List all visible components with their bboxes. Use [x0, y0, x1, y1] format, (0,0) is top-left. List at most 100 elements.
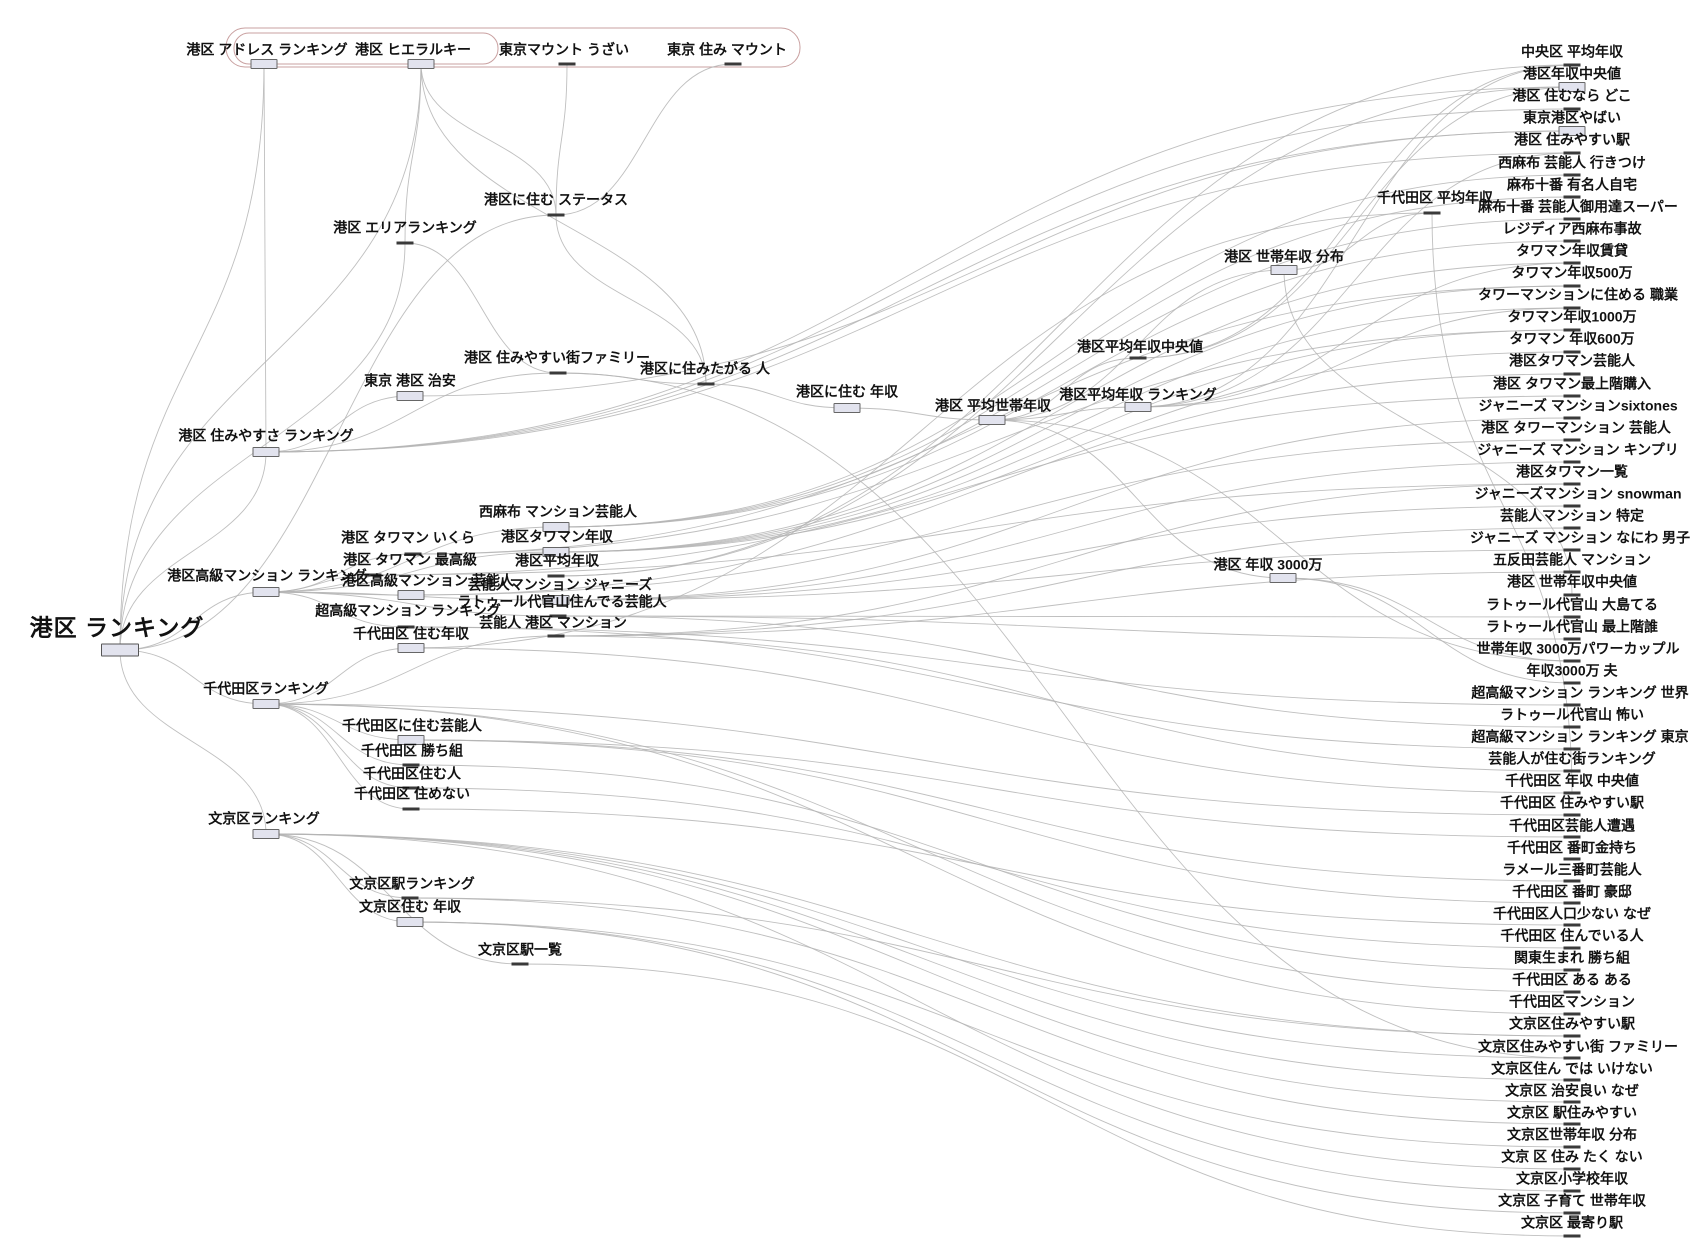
node-r13-marker[interactable]: [1563, 328, 1581, 332]
node-r3-label[interactable]: 港区 住むなら どこ: [1512, 87, 1632, 104]
node-r9-marker[interactable]: [1563, 239, 1581, 243]
node-r43-marker[interactable]: [1563, 990, 1581, 994]
node-r44-label[interactable]: 千代田区マンション: [1509, 993, 1635, 1010]
node-r15-label[interactable]: 港区タワマン芸能人: [1509, 352, 1635, 369]
node-r12-marker[interactable]: [1563, 306, 1581, 310]
node-r16-label[interactable]: 港区 タワマン最上階購入: [1493, 374, 1651, 391]
node-r45-label[interactable]: 文京区住みやすい駅: [1509, 1015, 1635, 1032]
node-r52-marker[interactable]: [1563, 1189, 1581, 1193]
node-r52-label[interactable]: 文京区小学校年収: [1516, 1170, 1628, 1187]
node-mount_uzai-label[interactable]: 東京マウント うざい: [499, 41, 629, 58]
node-r20-marker[interactable]: [1563, 482, 1581, 486]
node-kokyu_geinou-label[interactable]: 港区高級マンション 芸能人: [342, 572, 514, 589]
node-setai_bunpu-marker[interactable]: [1270, 265, 1298, 275]
node-r15-marker[interactable]: [1563, 372, 1581, 376]
node-r4-marker[interactable]: [1558, 126, 1586, 136]
node-r45-marker[interactable]: [1563, 1034, 1581, 1038]
node-r42-marker[interactable]: [1563, 968, 1581, 972]
node-r26-label[interactable]: ラトゥール代官山 大島てる: [1486, 595, 1658, 612]
node-r18-marker[interactable]: [1563, 438, 1581, 442]
node-sumu_nenshu-label[interactable]: 港区に住む 年収: [796, 383, 898, 400]
node-r48-marker[interactable]: [1563, 1100, 1581, 1104]
node-r5-label[interactable]: 港区 住みやすい駅: [1514, 131, 1630, 148]
node-heikin_rank-marker[interactable]: [1124, 402, 1152, 412]
node-heikin_nenshu-marker[interactable]: [547, 574, 565, 578]
node-chiyoda_heikin-marker[interactable]: [1423, 211, 1441, 215]
node-nenshu3000-label[interactable]: 港区 年収 3000万: [1213, 556, 1323, 573]
node-r41-marker[interactable]: [1563, 946, 1581, 950]
node-r19-label[interactable]: ジャニーズ マンション キンプリ: [1477, 441, 1679, 458]
node-r18-label[interactable]: 港区 タワーマンション 芸能人: [1481, 418, 1671, 435]
node-chiyoda_geinou-marker[interactable]: [397, 735, 425, 745]
node-r17-label[interactable]: ジャニーズ マンションsixtones: [1478, 396, 1678, 413]
node-r21-label[interactable]: ジャニーズマンション snowman: [1474, 485, 1682, 502]
node-bunkyo_rank-marker[interactable]: [252, 829, 280, 839]
node-r23-label[interactable]: ジャニーズ マンション なにわ 男子: [1469, 529, 1691, 546]
node-status-label[interactable]: 港区に住む ステータス: [484, 191, 628, 208]
node-r6-marker[interactable]: [1563, 173, 1581, 177]
node-r9-label[interactable]: レジディア西麻布事故: [1502, 220, 1642, 237]
node-r50-label[interactable]: 文京区世帯年収 分布: [1507, 1126, 1637, 1143]
node-heikin_rank-label[interactable]: 港区平均年収 ランキング: [1059, 386, 1217, 403]
node-r26-marker[interactable]: [1563, 615, 1581, 619]
node-family-marker[interactable]: [549, 371, 567, 375]
node-r2-marker[interactable]: [1558, 82, 1586, 92]
node-setai_bunpu-label[interactable]: 港区 世帯年収 分布: [1224, 248, 1344, 265]
node-johnnys-label[interactable]: 芸能人マンション ジャニーズ: [467, 576, 653, 593]
node-r47-label[interactable]: 文京区住ん では いけない: [1491, 1059, 1653, 1076]
node-r46-label[interactable]: 文京区住みやすい街 ファミリー: [1478, 1037, 1678, 1054]
node-root-marker[interactable]: [101, 643, 139, 657]
node-sumiyasusa-marker[interactable]: [252, 447, 280, 457]
node-r5-marker[interactable]: [1563, 151, 1581, 155]
node-r39-label[interactable]: 千代田区 番町 豪邸: [1512, 883, 1632, 900]
node-r29-marker[interactable]: [1563, 681, 1581, 685]
node-r37-marker[interactable]: [1563, 857, 1581, 861]
node-r20-label[interactable]: 港区タワマン一覧: [1516, 463, 1628, 480]
node-r27-marker[interactable]: [1563, 637, 1581, 641]
node-kokyu_rank-label[interactable]: 港区高級マンション ランキング: [167, 567, 367, 584]
node-r38-marker[interactable]: [1563, 879, 1581, 883]
node-r33-label[interactable]: 芸能人が住む街ランキング: [1488, 750, 1656, 767]
node-sumitagaru-marker[interactable]: [697, 382, 715, 386]
node-r33-marker[interactable]: [1563, 769, 1581, 773]
node-r39-marker[interactable]: [1563, 901, 1581, 905]
node-tawa_ikura-marker[interactable]: [404, 552, 422, 556]
node-kokyu_geinou-marker[interactable]: [397, 590, 425, 600]
node-geinou_minato-marker[interactable]: [547, 634, 565, 638]
node-r13-label[interactable]: タワマン年収1000万: [1507, 308, 1637, 325]
node-sumuhito-label[interactable]: 千代田区住む人: [363, 765, 461, 782]
node-kachigumi-label[interactable]: 千代田区 勝ち組: [361, 742, 463, 759]
node-r49-marker[interactable]: [1563, 1122, 1581, 1126]
node-addr-marker[interactable]: [250, 59, 278, 69]
node-heikin_setai-marker[interactable]: [978, 415, 1006, 425]
node-area-marker[interactable]: [396, 241, 414, 245]
node-r34-marker[interactable]: [1563, 791, 1581, 795]
node-r48-label[interactable]: 文京区 治安良い なぜ: [1505, 1081, 1639, 1098]
node-r14-label[interactable]: タワマン 年収600万: [1509, 330, 1635, 347]
node-r17-marker[interactable]: [1563, 416, 1581, 420]
node-r4-label[interactable]: 東京港区やばい: [1523, 109, 1621, 126]
node-sumiyasusa-label[interactable]: 港区 住みやすさ ランキング: [178, 427, 354, 444]
node-tawa_saikou-marker[interactable]: [364, 573, 382, 577]
node-r31-marker[interactable]: [1563, 725, 1581, 729]
node-chiyoda_geinou-label[interactable]: 千代田区に住む芸能人: [342, 717, 482, 734]
node-r10-marker[interactable]: [1563, 261, 1581, 265]
node-tawa_nenshu-marker[interactable]: [542, 547, 570, 557]
node-sumuhito-marker[interactable]: [402, 786, 420, 790]
node-r28-label[interactable]: 世帯年収 3000万パワーカップル: [1476, 639, 1680, 656]
node-chian-marker[interactable]: [396, 391, 424, 401]
node-chiyoda_rank-marker[interactable]: [252, 699, 280, 709]
node-hier-marker[interactable]: [407, 59, 435, 69]
node-nishiazabu-marker[interactable]: [542, 522, 570, 532]
node-heikin_nenshu-label[interactable]: 港区平均年収: [515, 552, 599, 569]
node-r53-marker[interactable]: [1563, 1211, 1581, 1215]
node-r7-marker[interactable]: [1563, 195, 1581, 199]
node-r40-marker[interactable]: [1563, 923, 1581, 927]
node-r16-marker[interactable]: [1563, 394, 1581, 398]
node-r22-label[interactable]: 芸能人マンション 特定: [1500, 507, 1644, 524]
node-r25-marker[interactable]: [1563, 593, 1581, 597]
node-sumitagaru-label[interactable]: 港区に住みたがる 人: [640, 360, 770, 377]
node-chian-label[interactable]: 東京 港区 治安: [364, 372, 456, 389]
node-r1-label[interactable]: 中央区 平均年収: [1521, 43, 1623, 60]
node-bunkyo_eki_rank-marker[interactable]: [401, 896, 419, 900]
